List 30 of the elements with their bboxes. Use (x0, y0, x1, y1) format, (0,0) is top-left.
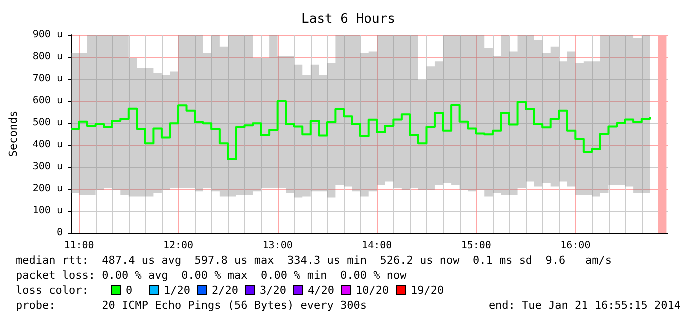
x-tick-label: 11:00 (64, 240, 94, 252)
y-tick-label: 200 u (32, 184, 63, 194)
text: median rtt: 487.4 us avg 597.8 us max 334.3 us min 526.2 us now 0.1 ms sd 9.6 am/s (16, 254, 612, 267)
x-tick-label: 13:00 (262, 240, 293, 252)
x-tick-label: 15:00 (461, 240, 492, 252)
y-tick-label: 900 u (32, 30, 63, 40)
text: 19/20 (411, 284, 444, 297)
y-tick-label: 100 u (32, 206, 63, 216)
text: 3/20 (260, 284, 286, 297)
y-tick-label: 400 u (32, 140, 63, 150)
x-tick-label: 12:00 (163, 240, 194, 252)
y-tick-label: 300 u (32, 162, 63, 172)
text: 10/20 (356, 284, 390, 297)
y-tick-label: 0 (56, 228, 63, 238)
x-tick-label: 14:00 (362, 240, 392, 252)
text: loss color: (16, 284, 89, 297)
chart-title: Last 6 Hours (302, 12, 396, 27)
text: 4/20 (308, 284, 334, 297)
y-axis-title: Seconds (7, 110, 20, 158)
y-tick-label: 700 u (32, 74, 63, 84)
text: probe: 20 ICMP Echo Pings (56 Bytes) every 300s (16, 299, 367, 312)
text: end: Tue Jan 21 16:55:15 2014 (488, 299, 681, 312)
y-tick-label: 800 u (32, 52, 63, 62)
text: 2/20 (212, 284, 238, 297)
text: 0 (126, 284, 133, 297)
x-tick-label: 16:00 (560, 240, 591, 252)
text: packet loss: 0.00 % avg 0.00 % max 0.00 % min 0.00 % now (16, 269, 407, 282)
y-tick-label: 600 u (32, 96, 63, 106)
text: 1/20 (164, 284, 190, 297)
y-tick-label: 500 u (32, 118, 63, 128)
